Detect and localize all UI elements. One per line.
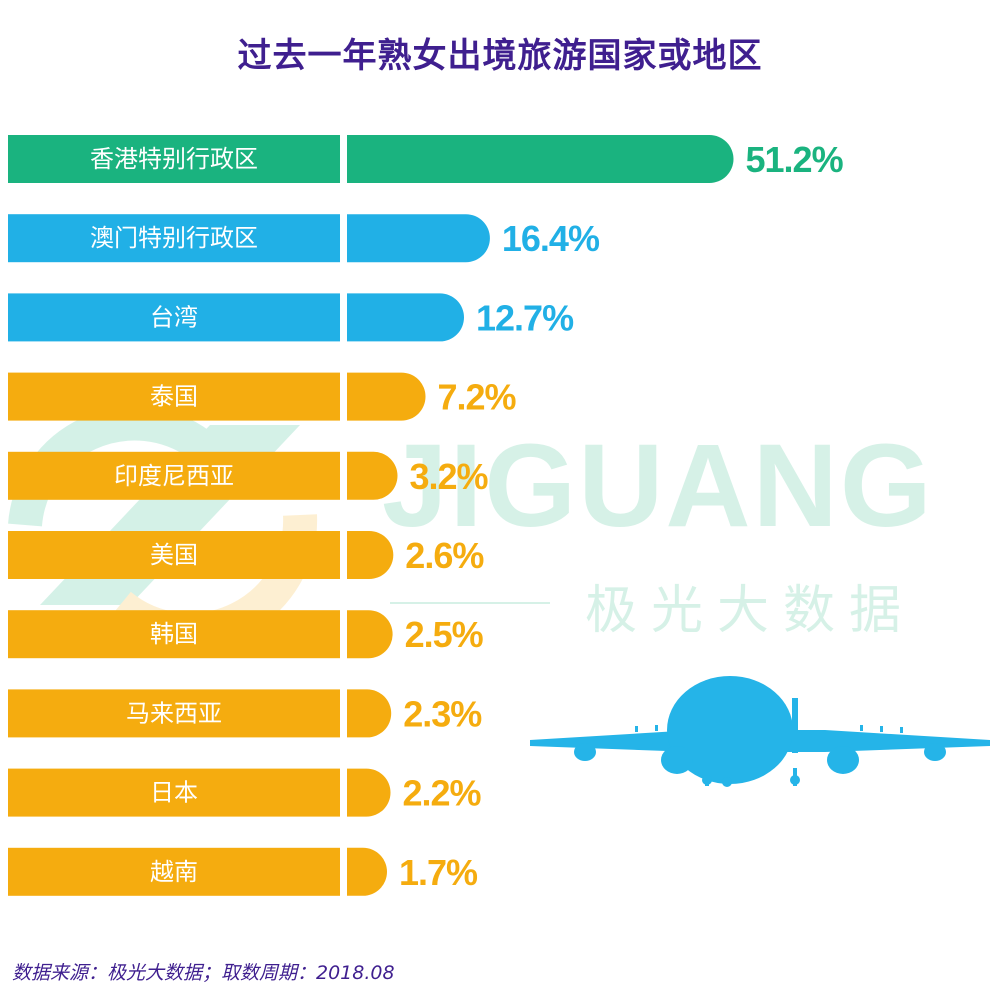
value-label: 2.6% xyxy=(405,535,484,576)
category-box xyxy=(8,610,340,659)
category-label: 马来西亚 xyxy=(126,699,222,727)
category-label: 台湾 xyxy=(150,303,198,331)
category-box xyxy=(8,768,340,817)
watermark-line xyxy=(390,602,550,604)
category-label: 印度尼西亚 xyxy=(114,462,234,490)
category-label: 香港特别行政区 xyxy=(90,145,258,173)
category-label: 日本 xyxy=(150,779,198,807)
category-label: 美国 xyxy=(150,541,198,569)
category-label: 越南 xyxy=(150,858,198,886)
category-box xyxy=(8,293,340,342)
category-label: 泰国 xyxy=(150,383,198,411)
watermark-text: JIGUANG xyxy=(382,420,934,552)
value-label: 12.7% xyxy=(476,297,574,338)
bar xyxy=(347,610,393,659)
category-box xyxy=(8,135,340,183)
category-label: 韩国 xyxy=(150,620,198,648)
bar xyxy=(347,293,464,342)
airplane-icon xyxy=(530,676,990,787)
value-label: 51.2% xyxy=(746,139,844,180)
source-note: 数据来源：极光大数据；取数周期：2018.08 xyxy=(12,962,395,984)
value-label: 1.7% xyxy=(399,852,478,893)
category-box xyxy=(8,847,340,896)
bar xyxy=(347,135,734,183)
value-label: 2.3% xyxy=(403,693,482,734)
value-label: 7.2% xyxy=(438,377,517,418)
category-box xyxy=(8,214,340,263)
bar xyxy=(347,531,394,579)
value-label: 2.5% xyxy=(405,614,484,655)
bar xyxy=(347,372,426,421)
value-label: 2.2% xyxy=(403,773,482,814)
category-label: 澳门特别行政区 xyxy=(90,224,258,252)
bar xyxy=(347,768,391,817)
category-box xyxy=(8,372,340,421)
value-label: 3.2% xyxy=(410,456,489,497)
watermark-subtext: 极光大数据 xyxy=(585,581,916,641)
bar xyxy=(347,214,490,263)
bar xyxy=(347,451,398,500)
value-label: 16.4% xyxy=(502,218,600,259)
chart-title: 过去一年熟女出境旅游国家或地区 xyxy=(237,36,763,76)
bar xyxy=(347,847,387,896)
bar xyxy=(347,689,392,738)
category-box xyxy=(8,689,340,738)
category-box xyxy=(8,531,340,579)
category-box xyxy=(8,451,340,500)
